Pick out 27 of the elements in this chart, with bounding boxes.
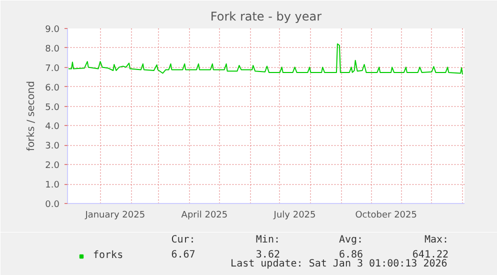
- text: 6.67: [171, 250, 196, 260]
- y-tick-label: 2.0: [45, 161, 60, 172]
- text: 641.22: [412, 250, 449, 260]
- x-tick-label: January 2025: [84, 210, 146, 220]
- y-tick-label: 7.0: [45, 64, 60, 74]
- text: Min:: [256, 234, 280, 246]
- line-series: [68, 43, 464, 75]
- text: Last update: Sat Jan 3 01:00:13 2026: [230, 258, 448, 270]
- y-tick-label: 8.0: [45, 44, 60, 54]
- y-tick-label: 4.0: [45, 122, 60, 132]
- text: Avg:: [338, 234, 364, 246]
- y-axis-title: forks / second: [26, 80, 38, 152]
- text: Max:: [424, 234, 449, 246]
- y-tick-label: 6.0: [45, 83, 60, 94]
- text: 6.86: [338, 250, 364, 260]
- y-tick-label: 0.0: [45, 200, 60, 210]
- legend-label: forks: [93, 250, 124, 261]
- y-tick-label: 9.0: [45, 25, 60, 35]
- y-tick-label: 1.0: [45, 180, 60, 191]
- text: Cur:: [171, 234, 196, 246]
- y-tick-label: 3.0: [45, 142, 60, 152]
- chart-title: Fork rate - by year: [210, 10, 322, 24]
- x-tick-label: July 2025: [272, 210, 316, 220]
- x-tick-label: April 2025: [181, 210, 228, 220]
- y-tick-label: 5.0: [45, 102, 60, 113]
- x-tick-label: October 2025: [355, 210, 417, 220]
- text: 3.62: [256, 250, 280, 260]
